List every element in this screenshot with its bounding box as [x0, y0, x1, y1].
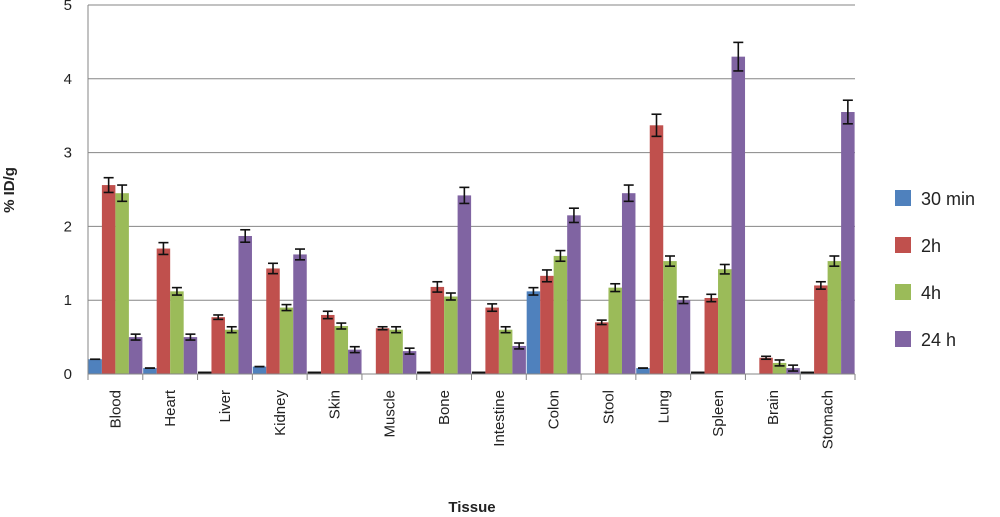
bar [814, 285, 828, 374]
bar [772, 362, 787, 374]
bar [101, 185, 116, 374]
series-2h [101, 113, 828, 374]
bar [663, 261, 677, 374]
x-axis-title: Tissue [448, 499, 495, 516]
legend-label: 30 min [921, 189, 975, 209]
bar [238, 235, 252, 374]
bar [321, 314, 335, 374]
bar [252, 366, 267, 374]
legend-label: 24 h [921, 330, 956, 350]
bar [485, 307, 499, 374]
x-tick-label: Liver [217, 390, 234, 423]
bar [183, 337, 198, 374]
x-tick-label: Intestine [491, 390, 508, 447]
y-tick-label: 3 [64, 145, 72, 162]
bar [731, 56, 746, 374]
x-tick-label: Stool [600, 390, 617, 424]
legend-label: 4h [921, 283, 941, 303]
plot-area [88, 41, 855, 374]
x-tick-label: Spleen [710, 390, 727, 437]
y-tick-label: 1 [64, 292, 72, 309]
bar [128, 337, 143, 374]
bar [279, 307, 294, 374]
x-tick-label: Colon [546, 390, 563, 429]
bar [375, 328, 390, 374]
bar [594, 322, 609, 374]
legend-swatch [895, 190, 911, 206]
legend-label: 2h [921, 236, 941, 256]
bar [389, 329, 403, 374]
bar [676, 300, 691, 374]
bar [621, 193, 636, 374]
y-tick-label: 4 [64, 71, 72, 88]
bar [211, 317, 225, 374]
bar [444, 296, 458, 374]
bar [115, 193, 129, 374]
x-tick-label: Blood [107, 390, 124, 428]
bar [841, 112, 855, 374]
bar [266, 268, 280, 374]
bar [457, 195, 472, 374]
legend: 30 min 2h 4h 24 h [895, 189, 975, 350]
bar [512, 345, 526, 374]
bar [224, 329, 239, 374]
bar [334, 326, 349, 374]
bar [402, 351, 417, 374]
bar [526, 291, 541, 374]
bar [718, 269, 732, 374]
bar [827, 261, 842, 374]
y-tick-label: 5 [64, 0, 72, 14]
y-tick-label: 0 [64, 366, 72, 383]
bar [608, 287, 622, 374]
bar [636, 368, 650, 374]
x-tick-label: Stomach [820, 390, 837, 449]
tick-labels: 0 1 2 3 4 5 Blood Heart Liver Kidney Skin Muscle Bon… [64, 0, 837, 449]
x-tick-label: Muscle [381, 390, 398, 438]
x-tick-label: Brain [765, 390, 782, 425]
bar [704, 297, 719, 374]
y-tick-label: 2 [64, 218, 72, 235]
x-tick-label: Bone [436, 390, 453, 425]
x-tick-label: Heart [162, 389, 179, 427]
series-4h [115, 184, 842, 374]
bar [170, 291, 184, 374]
bar [293, 254, 307, 374]
bar [498, 329, 513, 374]
x-tick-label: Lung [655, 390, 672, 423]
series-24-h [128, 41, 855, 374]
axes [87, 5, 856, 380]
bar [143, 368, 157, 374]
bar [567, 215, 581, 374]
y-axis-title: % ID/g [1, 167, 18, 213]
bar [649, 125, 664, 374]
x-tick-label: Skin [327, 390, 344, 419]
x-tick-label: Kidney [272, 390, 289, 436]
legend-swatch [895, 237, 911, 253]
bar [156, 248, 171, 374]
bar [553, 255, 568, 374]
bar [348, 349, 362, 374]
bar [430, 286, 445, 374]
legend-swatch [895, 284, 911, 300]
series-30-min [88, 286, 815, 374]
bar [540, 275, 554, 374]
bar [759, 357, 773, 374]
bar [88, 359, 102, 374]
legend-swatch [895, 331, 911, 347]
